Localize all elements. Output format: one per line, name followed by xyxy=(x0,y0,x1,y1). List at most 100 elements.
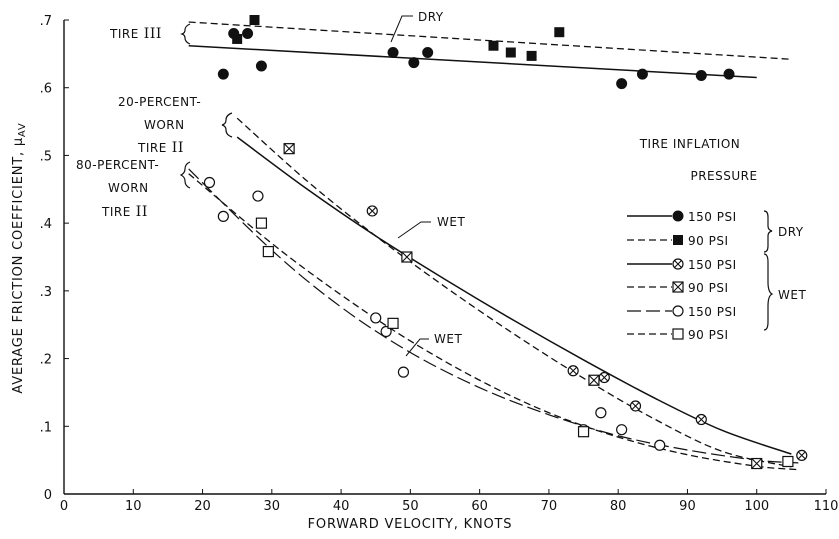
series-3-point xyxy=(598,371,610,384)
series-curve-1 xyxy=(188,44,757,79)
series-6-point xyxy=(782,455,794,468)
legend-marker-5 xyxy=(672,305,684,317)
series-1-point xyxy=(255,60,267,72)
legend-label-2: 90 PSI xyxy=(688,234,728,248)
x-tick-label: 80 xyxy=(610,499,627,514)
series-2-point xyxy=(505,47,516,58)
y-tick-label: .1 xyxy=(40,420,52,435)
leader-dry xyxy=(390,15,413,43)
series-1-point xyxy=(408,57,420,69)
series-curve-4 xyxy=(236,117,792,468)
brace-80-worn xyxy=(179,161,191,189)
series-6-point xyxy=(387,317,399,329)
series-2-point xyxy=(249,15,260,25)
series-6-point xyxy=(262,245,274,258)
annotation-dry: DRY xyxy=(418,10,444,24)
y-axis-symbol: μ xyxy=(11,137,26,146)
x-tick-label: 20 xyxy=(194,499,211,514)
brace-20-worn xyxy=(221,112,233,138)
series-3-point xyxy=(567,365,579,377)
series-1-point xyxy=(242,28,254,40)
y-tick-label: .5 xyxy=(40,149,52,164)
series-5-point xyxy=(595,407,607,419)
x-tick-label: 90 xyxy=(679,499,696,514)
x-tick-label: 0 xyxy=(60,499,68,514)
series-3-point xyxy=(629,400,642,412)
series-curve-3 xyxy=(236,136,792,455)
x-tick-label: 70 xyxy=(541,499,558,514)
legend-title-line2: PRESSURE xyxy=(690,169,757,183)
x-tick-label: 30 xyxy=(264,499,281,514)
series-1-point xyxy=(723,68,735,80)
x-tick-label: 10 xyxy=(125,499,142,514)
series-curve-2 xyxy=(188,21,792,60)
y-tick-label: 0 xyxy=(44,488,52,503)
legend-label-1: 150 PSI xyxy=(688,210,737,224)
series-1-point xyxy=(387,47,399,59)
series-4-point xyxy=(401,251,413,263)
legend-marker-2 xyxy=(673,235,683,245)
series-2-point xyxy=(488,40,499,51)
series-4-point xyxy=(283,143,295,155)
brace-tire-3 xyxy=(180,23,191,45)
leader-wet-lower xyxy=(405,338,429,357)
legend-marker-4 xyxy=(672,281,684,293)
series-1-point xyxy=(217,68,229,80)
series-5-point xyxy=(654,439,666,451)
leader-wet-upper xyxy=(397,221,431,239)
legend-marker-6 xyxy=(672,328,684,340)
y-axis-title: AVERAGE FRICTION COEFFICIENT, μAV xyxy=(11,122,28,393)
x-tick-label: 60 xyxy=(471,499,488,514)
legend-brace-dry xyxy=(763,210,773,253)
legend-marker-1 xyxy=(672,210,684,222)
series-curve-5 xyxy=(188,168,799,464)
series-4-point xyxy=(751,457,763,470)
legend-group-wet: WET xyxy=(778,288,806,302)
y-tick-label: .6 xyxy=(40,82,52,97)
points xyxy=(203,15,808,470)
series-1-point xyxy=(695,70,707,82)
x-tick-label: 40 xyxy=(333,499,350,514)
series-5-point xyxy=(370,312,382,324)
series-1-point xyxy=(616,78,628,90)
legend-label-4: 90 PSI xyxy=(688,281,728,295)
annotation-80-worn-line1: 80-PERCENT- xyxy=(76,158,159,172)
x-tick-label: 50 xyxy=(402,499,419,514)
series-2-point xyxy=(232,33,243,44)
annotations: TIRE III DRY 20-PERCENT- WORN TIRE II 80-P… xyxy=(76,10,465,357)
annotation-tire-3: TIRE III xyxy=(109,26,162,42)
axes xyxy=(63,20,826,495)
y-ticks: 0 .1 .2 .3 .4 .5 .6 .7 xyxy=(40,14,69,503)
series-curve-6 xyxy=(188,173,799,471)
series-5-point xyxy=(380,325,392,338)
legend-label-6: 90 PSI xyxy=(688,328,728,342)
x-ticks: 0 10 20 30 40 50 60 70 80 90 100 110 xyxy=(60,489,838,514)
series-1-point xyxy=(422,47,434,59)
annotation-20-worn-line3: TIRE II xyxy=(137,140,184,156)
y-tick-label: .7 xyxy=(40,14,52,29)
annotation-wet-lower: WET xyxy=(434,332,462,346)
y-tick-label: .2 xyxy=(40,353,52,368)
annotation-80-worn-line3: TIRE II xyxy=(101,204,148,220)
y-axis-subscript: AV xyxy=(17,122,28,137)
series-5-point xyxy=(217,210,229,222)
legend-rows: 150 PSI 90 PSI 150 PSI 90 PSI 150 PSI 90 PSI xyxy=(627,210,737,342)
series-2-point xyxy=(526,50,537,61)
series-4-point xyxy=(588,374,600,386)
legend-marker-3 xyxy=(672,258,684,270)
annotation-80-worn-line2: WORN xyxy=(108,181,149,195)
annotation-20-worn-line2: WORN xyxy=(144,118,185,132)
series-5-point xyxy=(252,190,264,202)
legend-label-3: 150 PSI xyxy=(688,258,737,272)
series-1-point xyxy=(636,68,648,80)
series-5-point xyxy=(203,176,216,189)
series-3-point xyxy=(796,449,808,462)
series-6-point xyxy=(255,217,268,229)
annotation-wet-upper: WET xyxy=(437,215,465,229)
x-tick-label: 100 xyxy=(744,499,769,514)
legend-label-5: 150 PSI xyxy=(688,305,737,319)
annotation-20-worn-line1: 20-PERCENT- xyxy=(118,95,201,109)
legend-brace-wet xyxy=(763,253,774,331)
